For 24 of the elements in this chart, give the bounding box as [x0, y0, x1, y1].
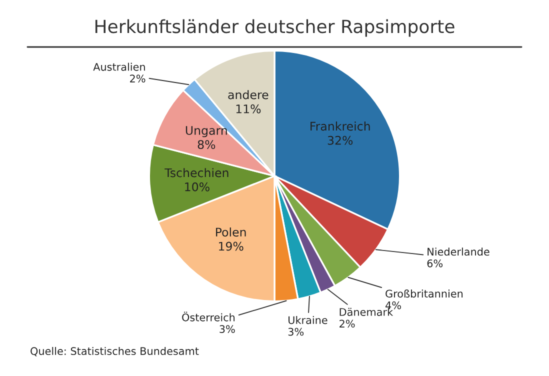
data-label: 2%	[130, 74, 146, 82]
data-label: 3%	[288, 328, 304, 336]
data-label: 8%	[198, 140, 216, 150]
data-label: 10%	[185, 182, 210, 192]
data-label: 11%	[236, 104, 261, 114]
data-label: 4%	[386, 301, 401, 310]
slice-label: Australien	[93, 62, 145, 71]
data-label: 2%	[340, 320, 355, 328]
slice-label: Frankreich	[310, 122, 370, 131]
slice-label: Tschechien	[164, 168, 228, 178]
slice-label: Polen	[216, 227, 246, 237]
slice-label: Großbritannien	[386, 290, 463, 298]
source-note: Quelle: Statistisches Bundesamt	[30, 346, 199, 356]
slice-label: andere	[228, 90, 268, 100]
slice-label: Niederlande	[428, 248, 490, 256]
slice-label: Österreich	[182, 312, 235, 322]
data-label: 19%	[219, 242, 244, 251]
slice-label: Ungarn	[186, 126, 227, 138]
chart-title: Herkunftsländer deutscher Rapsimporte	[95, 19, 454, 37]
data-label: 32%	[328, 136, 353, 145]
slice-label: Ukraine	[288, 316, 328, 324]
slice-label: Dänemark	[340, 308, 394, 316]
data-label: 3%	[220, 325, 235, 333]
data-label: 6%	[427, 259, 443, 268]
